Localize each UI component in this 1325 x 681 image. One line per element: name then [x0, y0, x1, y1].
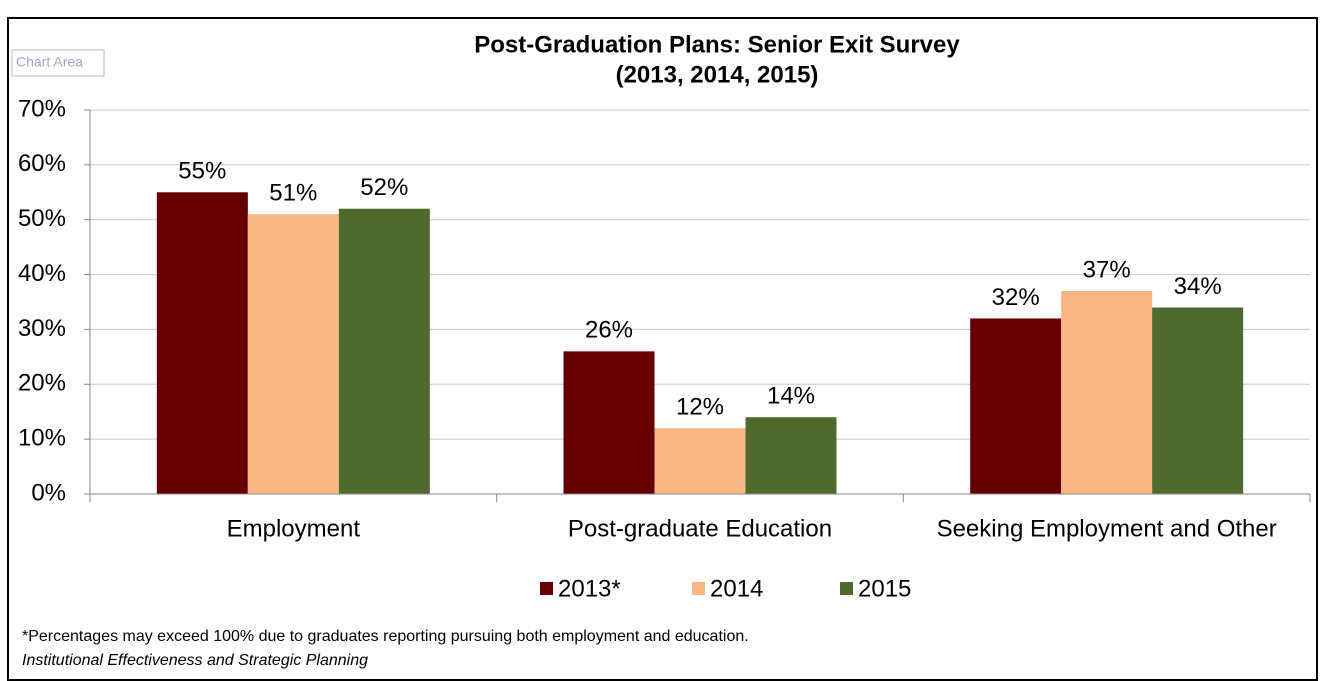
- y-tick-label: 60%: [18, 150, 66, 177]
- value-label: 32%: [992, 284, 1040, 311]
- y-tick-label: 10%: [18, 424, 66, 451]
- y-tick-label: 50%: [18, 205, 66, 232]
- y-tick-label: 30%: [18, 315, 66, 342]
- bar: [654, 428, 746, 494]
- source: Institutional Effectiveness and Strategi…: [22, 652, 368, 669]
- bar: [338, 208, 430, 494]
- legend-label: 2014: [710, 575, 763, 602]
- tooltip: Chart Area: [16, 54, 83, 70]
- legend-swatch: [540, 582, 553, 595]
- value-label: 14%: [767, 383, 815, 410]
- bar: [247, 214, 339, 494]
- x-tick-label: Post-graduate Education: [568, 515, 832, 542]
- y-tick-label: 20%: [18, 370, 66, 397]
- legend-label: 2013*: [558, 575, 621, 602]
- x-tick-label: Seeking Employment and Other: [937, 515, 1277, 542]
- tooltip-box: [11, 49, 105, 77]
- legend-label: 2015: [858, 575, 911, 602]
- value-label: 51%: [269, 180, 317, 207]
- legend-swatch: [692, 582, 705, 595]
- y-tick-label: 70%: [18, 95, 66, 122]
- bar: [970, 318, 1062, 494]
- footnote: *Percentages may exceed 100% due to grad…: [22, 628, 749, 645]
- chart-title: Post-Graduation Plans: Senior Exit Surve…: [474, 31, 960, 58]
- legend-swatch: [840, 582, 853, 595]
- value-label: 34%: [1174, 273, 1222, 300]
- value-label: 52%: [360, 174, 408, 201]
- bar: [1152, 307, 1244, 494]
- bar: [745, 417, 837, 494]
- value-label: 12%: [676, 394, 724, 421]
- x-tick-label: Employment: [227, 515, 361, 542]
- chart-subtitle: (2013, 2014, 2015): [616, 61, 819, 88]
- y-tick-label: 40%: [18, 260, 66, 287]
- bar: [563, 351, 655, 494]
- y-tick-label: 0%: [31, 479, 66, 506]
- bar: [1061, 291, 1153, 494]
- value-label: 55%: [178, 158, 226, 185]
- bar: [156, 192, 248, 495]
- value-label: 37%: [1083, 256, 1131, 283]
- value-label: 26%: [585, 317, 633, 344]
